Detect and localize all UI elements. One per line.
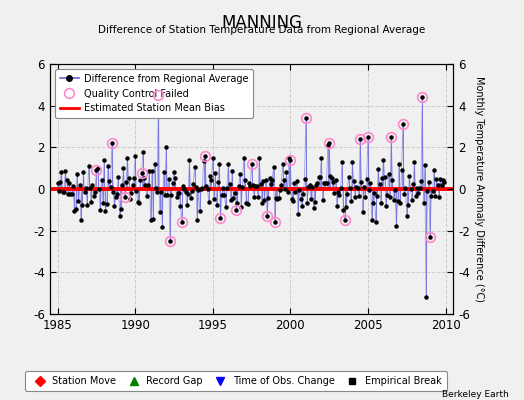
Y-axis label: Monthly Temperature Anomaly Difference (°C): Monthly Temperature Anomaly Difference (… — [474, 76, 484, 302]
Text: Berkeley Earth: Berkeley Earth — [442, 390, 508, 399]
Legend: Difference from Regional Average, Quality Control Failed, Estimated Station Mean: Difference from Regional Average, Qualit… — [54, 69, 253, 118]
Text: Difference of Station Temperature Data from Regional Average: Difference of Station Temperature Data f… — [99, 25, 425, 35]
Text: MANNING: MANNING — [222, 14, 302, 32]
Legend: Station Move, Record Gap, Time of Obs. Change, Empirical Break: Station Move, Record Gap, Time of Obs. C… — [25, 372, 446, 391]
